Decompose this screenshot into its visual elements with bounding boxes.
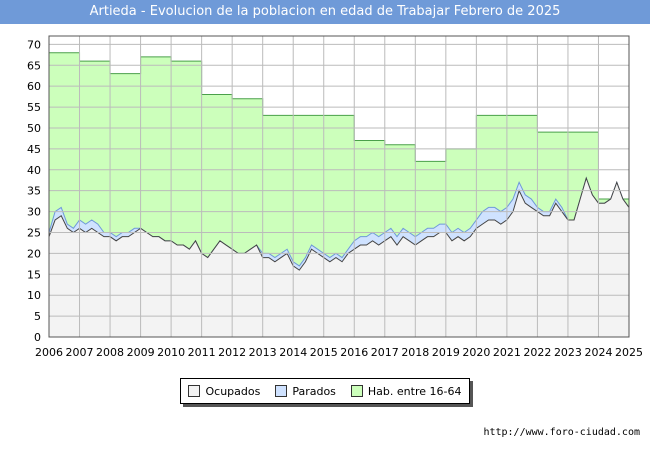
x-tick-label: 2011 xyxy=(188,346,216,359)
legend-item-parados: Parados xyxy=(275,385,336,398)
legend-item-ocupados: Ocupados xyxy=(188,385,260,398)
series-areas xyxy=(48,36,630,337)
chart-title: Artieda - Evolucion de la poblacion en e… xyxy=(0,0,650,24)
x-tick-label: 2024 xyxy=(584,346,612,359)
y-tick-label: 70 xyxy=(27,38,41,51)
y-tick-label: 55 xyxy=(27,101,41,114)
x-tick-label: 2018 xyxy=(401,346,429,359)
x-tick-label: 2008 xyxy=(96,346,124,359)
x-tick-label: 2019 xyxy=(432,346,460,359)
plot-border xyxy=(48,35,630,338)
legend-label-ocupados: Ocupados xyxy=(205,384,261,398)
ocupados-area xyxy=(49,178,629,337)
x-tick-label: 2020 xyxy=(462,346,490,359)
x-tick-label: 2022 xyxy=(523,346,551,359)
y-tick-label: 20 xyxy=(27,247,41,260)
x-tick-label: 2010 xyxy=(157,346,185,359)
y-tick-label: 0 xyxy=(34,331,41,344)
x-tick-label: 2016 xyxy=(340,346,368,359)
ocupados-line xyxy=(48,176,630,271)
y-tick-label: 10 xyxy=(27,289,41,302)
y-tick-label: 45 xyxy=(27,143,41,156)
ocupados-swatch xyxy=(188,385,201,397)
legend-label-parados: Parados xyxy=(292,384,336,398)
source-url[interactable]: http://www.foro-ciudad.com xyxy=(483,427,640,438)
y-tick-label: 15 xyxy=(27,268,41,281)
x-tick-label: 2012 xyxy=(218,346,246,359)
x-tick-label: 2017 xyxy=(371,346,399,359)
y-tick-label: 25 xyxy=(27,226,41,239)
y-tick-label: 5 xyxy=(34,310,41,323)
y-tick-label: 65 xyxy=(27,59,41,72)
hab-swatch xyxy=(350,385,363,397)
x-tick-label: 2006 xyxy=(35,346,63,359)
legend-item-hab: Hab. entre 16-64 xyxy=(350,384,462,398)
legend: Ocupados Parados Hab. entre 16-64 xyxy=(180,378,470,404)
x-axis-ticks: 2006 2007 2008 2009 2010 2011 2012 2013 2014 2015… xyxy=(35,346,643,359)
legend-label-hab: Hab. entre 16-64 xyxy=(367,384,462,398)
y-tick-label: 35 xyxy=(27,185,41,198)
x-tick-label: 2013 xyxy=(249,346,277,359)
x-tick-label: 2009 xyxy=(127,346,155,359)
x-tick-label: 2021 xyxy=(493,346,521,359)
parados-swatch xyxy=(275,385,288,397)
y-axis-ticks: 0 5 10 15 20 25 30 35 40 45 50 55 60 65 70 xyxy=(27,38,41,344)
x-tick-label: 2015 xyxy=(310,346,338,359)
y-tick-label: 50 xyxy=(27,122,41,135)
x-tick-label: 2014 xyxy=(279,346,307,359)
y-tick-label: 60 xyxy=(27,80,41,93)
x-tick-label: 2007 xyxy=(66,346,94,359)
y-tick-label: 40 xyxy=(27,164,41,177)
x-tick-label: 2025 xyxy=(615,346,643,359)
x-tick-label: 2023 xyxy=(554,346,582,359)
y-tick-label: 30 xyxy=(27,206,41,219)
